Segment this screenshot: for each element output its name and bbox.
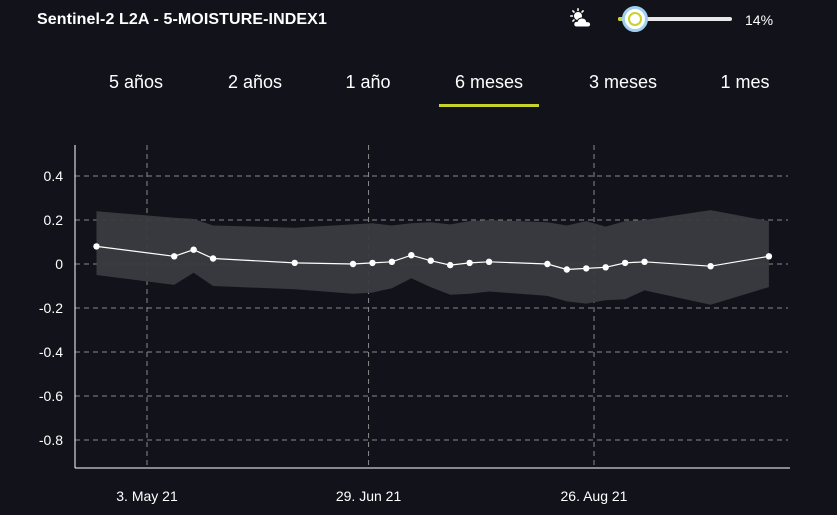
y-tick-label: -0.6 bbox=[39, 388, 63, 404]
slider-thumb[interactable] bbox=[621, 6, 648, 32]
cloud-coverage-slider[interactable] bbox=[606, 6, 732, 32]
data-point bbox=[93, 243, 100, 250]
x-tick-label: 26. Aug 21 bbox=[561, 488, 628, 504]
data-point bbox=[583, 265, 590, 272]
data-point bbox=[707, 263, 714, 270]
slider-track[interactable] bbox=[618, 17, 732, 21]
tab-6-months[interactable]: 6 meses bbox=[438, 72, 540, 107]
tab-1-month[interactable]: 1 mes bbox=[720, 72, 770, 92]
chart-title: Sentinel-2 L2A - 5-MOISTURE-INDEX1 bbox=[37, 11, 327, 28]
cloud-sun-icon bbox=[570, 8, 592, 28]
y-tick-label: 0.2 bbox=[44, 212, 64, 228]
time-range-tabs: 5 años 2 años 1 año 6 meses 3 meses 1 me… bbox=[0, 72, 837, 112]
data-point bbox=[446, 261, 454, 269]
y-tick-label: 0 bbox=[55, 256, 63, 272]
data-point bbox=[544, 260, 551, 268]
data-point bbox=[190, 246, 197, 253]
min-max-band bbox=[96, 210, 769, 305]
data-point bbox=[765, 253, 773, 260]
tab-2-years[interactable]: 2 años bbox=[227, 72, 283, 92]
data-point bbox=[485, 258, 493, 265]
data-point bbox=[291, 259, 298, 267]
x-tick-label: 3. May 21 bbox=[116, 488, 178, 504]
tab-5-years[interactable]: 5 años bbox=[108, 72, 164, 92]
data-point bbox=[349, 260, 357, 268]
y-tick-label: -0.4 bbox=[39, 344, 63, 360]
data-point bbox=[369, 259, 376, 267]
data-point bbox=[388, 258, 396, 265]
tab-1-year[interactable]: 1 año bbox=[345, 72, 391, 92]
data-point bbox=[171, 253, 178, 260]
data-point bbox=[427, 257, 434, 264]
y-tick-label: -0.2 bbox=[39, 300, 63, 316]
data-point bbox=[602, 264, 609, 271]
data-point bbox=[466, 259, 473, 267]
x-tick-label: 29. Jun 21 bbox=[336, 488, 402, 504]
tab-3-months[interactable]: 3 meses bbox=[588, 72, 658, 92]
y-tick-label: -0.8 bbox=[39, 432, 63, 448]
data-point bbox=[209, 255, 217, 262]
data-point bbox=[408, 252, 415, 259]
data-point bbox=[621, 259, 629, 267]
y-tick-label: 0.4 bbox=[44, 168, 64, 184]
cloud-coverage-value: 14% bbox=[745, 12, 774, 28]
data-point bbox=[563, 266, 570, 273]
data-point bbox=[641, 258, 648, 265]
